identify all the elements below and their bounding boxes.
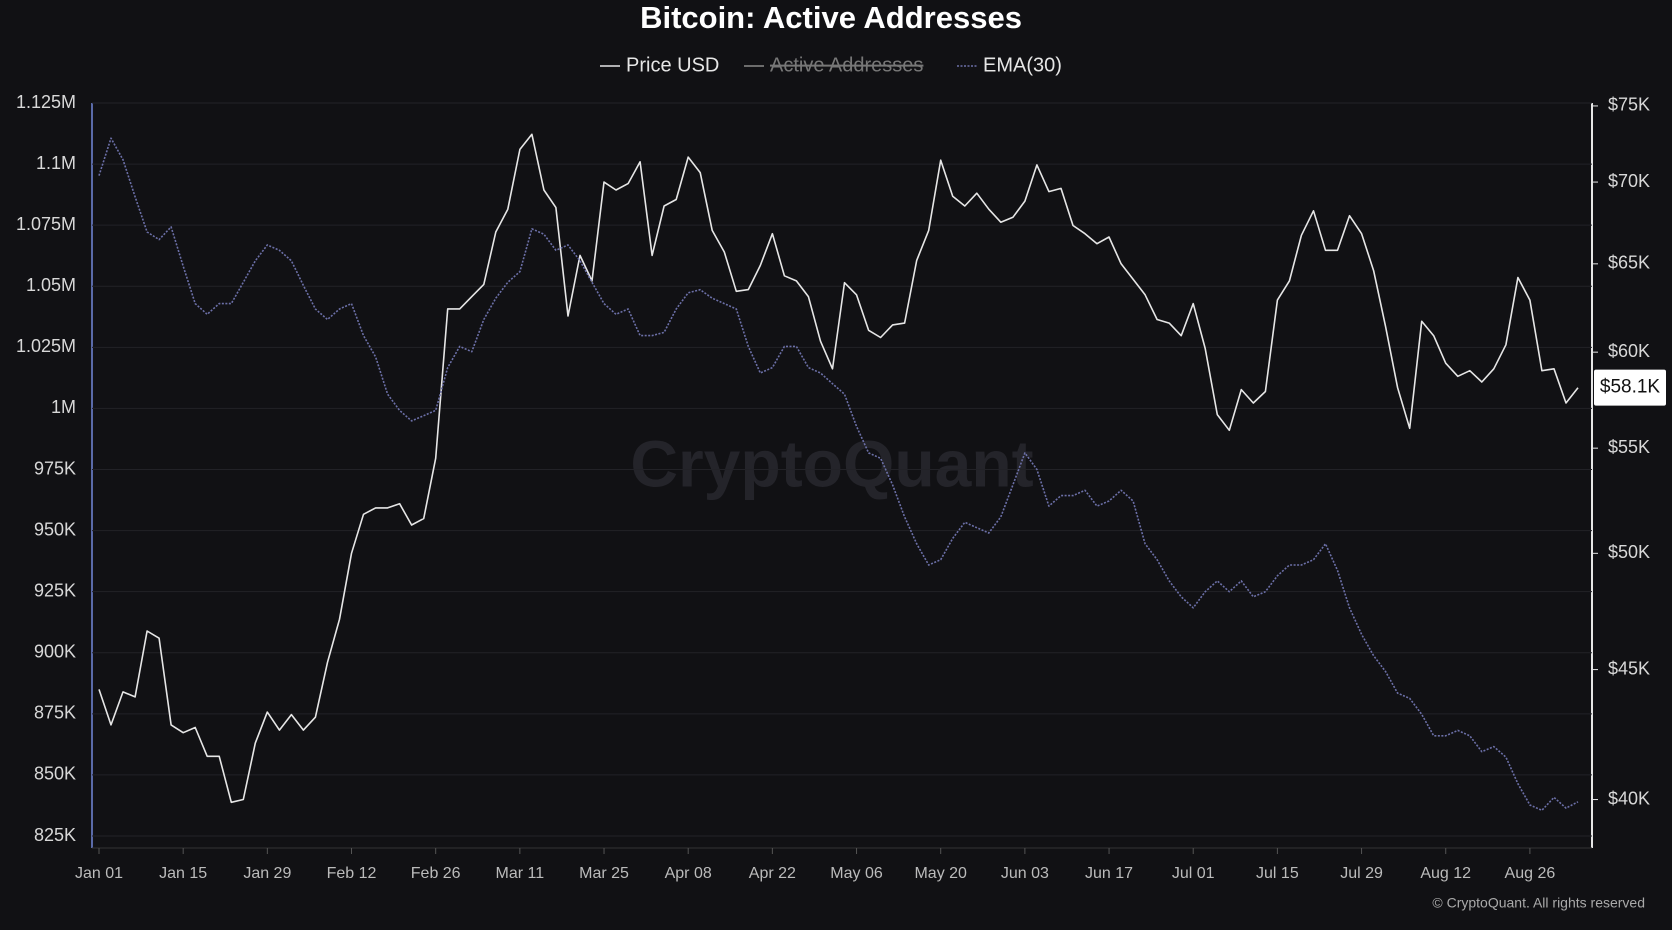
series-line xyxy=(98,137,1579,812)
y-tick-label: 1.125M xyxy=(16,92,76,112)
y-tick-label: 900K xyxy=(34,642,76,662)
y-tick-label: 1.1M xyxy=(36,153,76,173)
y2-tick-label: $70K xyxy=(1608,171,1650,191)
legend-label[interactable]: Price USD xyxy=(626,54,719,76)
x-tick-label: May 06 xyxy=(830,865,883,882)
x-tick-label: May 20 xyxy=(914,865,967,882)
x-tick-label: Feb 26 xyxy=(411,865,461,882)
y-tick-label: 1M xyxy=(51,397,76,417)
y-tick-label: 1.075M xyxy=(16,214,76,234)
y2-tick-label: $45K xyxy=(1608,658,1650,678)
y2-tick-label: $65K xyxy=(1608,253,1650,273)
series-line xyxy=(98,133,1579,804)
x-tick-label: Jul 29 xyxy=(1340,865,1383,882)
x-tick-label: Jan 01 xyxy=(75,865,123,882)
y-tick-label: 850K xyxy=(34,764,76,784)
x-tick-label: Jul 15 xyxy=(1256,865,1299,882)
x-tick-label: Jan 15 xyxy=(159,865,207,882)
y2-tick-label: $60K xyxy=(1608,341,1650,361)
y-tick-label: 1.05M xyxy=(26,275,76,295)
x-tick-label: Aug 12 xyxy=(1420,865,1471,882)
x-tick-label: Aug 26 xyxy=(1505,865,1556,882)
x-tick-label: Mar 11 xyxy=(496,865,545,882)
price-tag-box xyxy=(1594,369,1666,406)
y-tick-label: 875K xyxy=(34,703,76,723)
y2-tick-label: $50K xyxy=(1608,542,1650,562)
x-tick-label: Jun 03 xyxy=(1001,865,1049,882)
x-tick-label: Jan 29 xyxy=(243,865,291,882)
y-tick-label: 975K xyxy=(34,458,76,478)
y-tick-label: 825K xyxy=(34,825,76,845)
legend-label[interactable]: EMA(30) xyxy=(983,54,1062,76)
y2-tick-label: $55K xyxy=(1608,437,1650,457)
credit: © CryptoQuant. All rights reserved xyxy=(1432,895,1645,911)
x-tick-label: Apr 22 xyxy=(749,865,796,882)
chart-title: Bitcoin: Active Addresses xyxy=(640,0,1022,35)
y-tick-label: 950K xyxy=(34,519,76,539)
y2-tick-label: $75K xyxy=(1608,95,1650,115)
x-tick-label: Apr 08 xyxy=(665,865,712,882)
y-tick-label: 1.025M xyxy=(16,336,76,356)
y-tick-label: 925K xyxy=(34,580,76,600)
x-tick-label: Feb 12 xyxy=(327,865,377,882)
watermark: CryptoQuant xyxy=(630,426,1033,500)
y2-tick-label: $40K xyxy=(1608,788,1650,808)
x-tick-label: Mar 25 xyxy=(579,865,629,882)
x-tick-label: Jul 01 xyxy=(1172,865,1215,882)
price-tag: $58.1K xyxy=(1600,377,1661,398)
x-tick-label: Jun 17 xyxy=(1085,865,1133,882)
legend-label[interactable]: Active Addresses xyxy=(770,54,923,76)
